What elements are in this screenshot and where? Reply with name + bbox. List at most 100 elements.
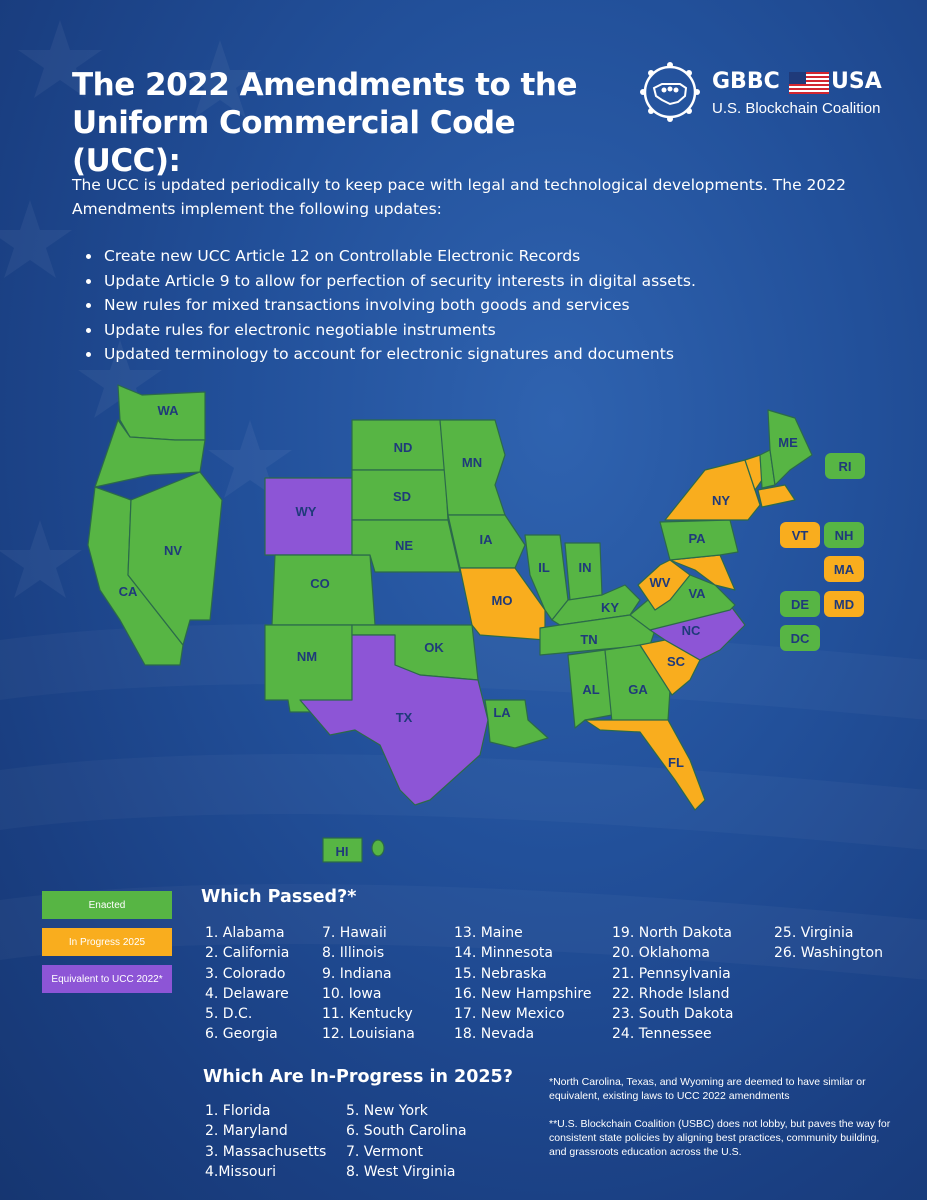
state-label-ok: OK <box>424 640 444 655</box>
state-nm <box>264 624 353 713</box>
list-item: 15. Nebraska <box>454 965 547 982</box>
list-item: 2. California <box>205 945 290 962</box>
bullet-item: Create new UCC Article 12 on Controllabl… <box>102 244 902 269</box>
passed-list-col-2: 7. Hawaii 8. Illinois 9. Indiana 10. Iow… <box>322 923 415 1045</box>
gbbc-usa-logo: GBBC USA U.S. Blockchain Coalition <box>640 60 910 130</box>
legend-item-in-progress: In Progress 2025 <box>42 928 172 956</box>
state-sc <box>639 639 701 696</box>
logo-country: USA <box>831 69 882 94</box>
state-label-ca: CA <box>119 584 138 599</box>
state-hi <box>322 837 363 863</box>
list-item: 6. South Carolina <box>346 1123 467 1140</box>
state-al <box>567 649 613 729</box>
state-ia <box>447 514 526 569</box>
state-label-nm: NM <box>297 649 317 664</box>
state-label-va: VA <box>688 586 706 601</box>
state-wv <box>637 559 691 611</box>
state-label-mn: MN <box>462 455 482 470</box>
state-or <box>94 419 206 488</box>
list-item: 6. Georgia <box>205 1026 278 1043</box>
legend-label: Equivalent to UCC 2022* <box>51 973 163 985</box>
list-item: 1. Alabama <box>205 925 285 941</box>
list-item: 3. Massachusetts <box>205 1143 327 1160</box>
list-item: 12. Louisiana <box>322 1026 415 1043</box>
list-item: 8. West Virginia <box>346 1163 456 1180</box>
list-item: 17. New Mexico <box>454 1006 565 1023</box>
usbc-footnote: **U.S. Blockchain Coalition (USBC) does … <box>549 1118 891 1158</box>
list-item: 10. Iowa <box>322 985 382 1002</box>
state-nv <box>127 471 223 646</box>
list-item: 1. Florida <box>205 1103 271 1119</box>
state-label-la: LA <box>493 705 511 720</box>
coalition-emblem-icon <box>640 62 700 122</box>
state-label-sd: SD <box>393 489 411 504</box>
in-progress-list-col-1: 1. Florida 2. Maryland 3. Massachusetts … <box>205 1101 326 1182</box>
list-item: 11. Kentucky <box>322 1006 413 1023</box>
state-tx <box>299 634 489 806</box>
list-item: 14. Minnesota <box>454 945 553 962</box>
state-badge-dc: DC <box>780 625 820 651</box>
list-item: 5. D.C. <box>205 1006 253 1023</box>
state-label-wa: WA <box>158 403 180 418</box>
state-label-pa: PA <box>688 531 706 546</box>
state-label-tx: TX <box>396 710 413 725</box>
state-badge-label: DC <box>791 631 810 646</box>
state-label-il: IL <box>538 560 550 575</box>
state-badge-label: VT <box>792 528 809 543</box>
list-item: 20. Oklahoma <box>612 945 710 962</box>
equivalence-footnote: *North Carolina, Texas, and Wyoming are … <box>549 1076 866 1102</box>
state-hi-island <box>371 839 385 857</box>
state-label-nc: NC <box>682 623 701 638</box>
state-badge-md: MD <box>824 591 864 617</box>
state-badge-label: DE <box>791 597 809 612</box>
list-item: 4.Missouri <box>205 1163 276 1180</box>
page-title: The 2022 Amendments to the Uniform Comme… <box>72 67 577 179</box>
list-item: 25. Virginia <box>774 925 854 941</box>
state-label-al: AL <box>582 682 599 697</box>
state-label-ne: NE <box>395 538 413 553</box>
state-me <box>767 409 813 486</box>
state-label-ia: IA <box>480 532 494 547</box>
list-item: 2. Maryland <box>205 1123 288 1140</box>
legend-label: In Progress 2025 <box>68 936 146 948</box>
state-ga <box>604 644 671 723</box>
passed-list-col-5: 25. Virginia 26. Washington <box>774 923 883 964</box>
passed-list-col-4: 19. North Dakota 20. Oklahoma 21. Pennsy… <box>612 923 733 1045</box>
state-badge-label: MA <box>834 562 855 577</box>
logo-name: GBBC <box>712 69 780 94</box>
bullet-item: Update rules for electronic negotiable i… <box>102 318 902 343</box>
state-label-ny: NY <box>712 493 730 508</box>
state-label-co: CO <box>310 576 330 591</box>
list-item: 21. Pennsylvania <box>612 965 731 982</box>
state-label-ky: KY <box>601 600 619 615</box>
in-progress-list-col-2: 5. New York 6. South Carolina 7. Vermont… <box>346 1101 467 1182</box>
list-item: 13. Maine <box>454 925 523 941</box>
passed-list-col-1: 1. Alabama 2. California 3. Colorado 4. … <box>205 923 289 1045</box>
list-item: 7. Hawaii <box>322 925 387 941</box>
list-item: 18. Nevada <box>454 1026 535 1043</box>
list-item: 23. South Dakota <box>612 1006 734 1023</box>
state-label-ga: GA <box>628 682 648 697</box>
us-flag-icon <box>789 72 829 94</box>
list-item: 5. New York <box>346 1103 428 1119</box>
state-label-nv: NV <box>164 543 182 558</box>
list-item: 8. Illinois <box>322 945 385 962</box>
state-badge-nh: NH <box>824 522 864 548</box>
list-item: 19. North Dakota <box>612 925 732 941</box>
state-badge-de: DE <box>780 591 820 617</box>
list-item: 9. Indiana <box>322 965 392 982</box>
state-label-wy: WY <box>296 504 317 519</box>
intro-paragraph: The UCC is updated periodically to keep … <box>72 176 846 218</box>
state-ne <box>351 519 461 573</box>
state-fl <box>584 719 706 811</box>
legend-item-enacted: Enacted <box>42 891 172 919</box>
update-bullet-list: Create new UCC Article 12 on Controllabl… <box>72 244 902 367</box>
state-label-mo: MO <box>492 593 513 608</box>
state-la <box>484 699 549 749</box>
bullet-item: Updated terminology to account for elect… <box>102 342 902 367</box>
state-badge-label: RI <box>839 459 852 474</box>
state-label-wv: WV <box>650 575 671 590</box>
state-ny <box>664 459 761 521</box>
list-item: 26. Washington <box>774 945 883 962</box>
list-item: 3. Colorado <box>205 965 286 982</box>
